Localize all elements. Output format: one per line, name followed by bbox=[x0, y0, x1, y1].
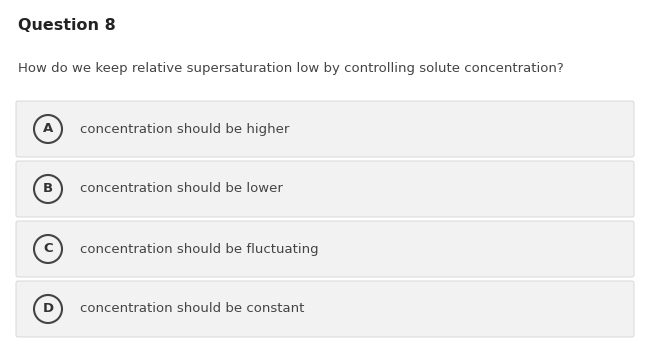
Text: concentration should be constant: concentration should be constant bbox=[80, 302, 304, 316]
Ellipse shape bbox=[34, 175, 62, 203]
Ellipse shape bbox=[34, 295, 62, 323]
FancyBboxPatch shape bbox=[16, 281, 634, 337]
Ellipse shape bbox=[34, 235, 62, 263]
Text: Question 8: Question 8 bbox=[18, 18, 116, 33]
Text: B: B bbox=[43, 182, 53, 196]
FancyBboxPatch shape bbox=[16, 161, 634, 217]
Text: D: D bbox=[42, 302, 53, 316]
Ellipse shape bbox=[34, 115, 62, 143]
Text: concentration should be lower: concentration should be lower bbox=[80, 182, 283, 196]
Text: How do we keep relative supersaturation low by controlling solute concentration?: How do we keep relative supersaturation … bbox=[18, 62, 564, 75]
FancyBboxPatch shape bbox=[16, 101, 634, 157]
Text: concentration should be fluctuating: concentration should be fluctuating bbox=[80, 242, 318, 256]
FancyBboxPatch shape bbox=[16, 221, 634, 277]
Text: concentration should be higher: concentration should be higher bbox=[80, 122, 289, 136]
Text: C: C bbox=[43, 242, 53, 256]
Text: A: A bbox=[43, 122, 53, 136]
